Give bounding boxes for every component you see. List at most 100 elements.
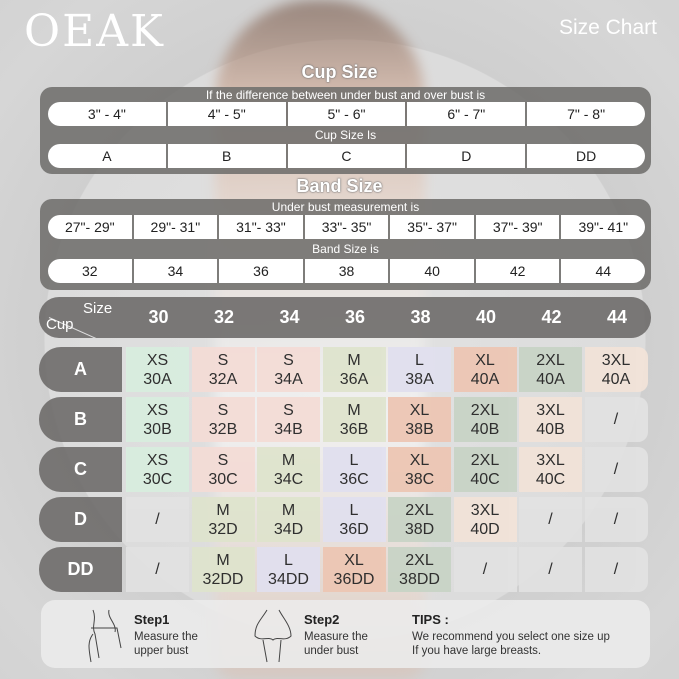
- size-label: 3XL: [601, 351, 631, 369]
- size-cell: L 36C: [322, 447, 386, 492]
- band-range-cell: 33"- 35": [304, 215, 389, 239]
- band-range-cell: 35"- 37": [390, 215, 474, 239]
- size-label: 2XL: [405, 501, 434, 519]
- size-cell: /: [519, 497, 582, 542]
- size-label: /: [548, 511, 553, 528]
- size-cell: /: [453, 547, 517, 592]
- bra-size-code: 40B: [470, 420, 500, 438]
- cup-letter-cell: D: [407, 144, 526, 168]
- bra-size-code: 40A: [601, 370, 631, 388]
- bra-size-code: 40D: [470, 520, 500, 538]
- size-cell: /: [584, 397, 648, 442]
- size-cell: /: [584, 497, 648, 542]
- band-column-header: 40: [475, 307, 497, 327]
- band-number-cell: 32: [48, 259, 132, 283]
- size-label: S: [217, 451, 229, 469]
- size-label: /: [613, 411, 619, 428]
- size-cell: 3XL 40C: [519, 447, 582, 492]
- bra-size-code: 36B: [339, 420, 369, 438]
- band-size-is-caption: Band Size is: [312, 242, 379, 256]
- cup-row-label: D: [39, 497, 122, 542]
- size-cell: XL 38C: [388, 447, 451, 492]
- size-label: M: [347, 401, 361, 419]
- bra-size-code: 36D: [339, 520, 369, 538]
- bra-size-code: 34A: [274, 370, 303, 388]
- cup-row-label: C: [39, 447, 122, 492]
- band-range-cell: 37"- 39": [475, 215, 560, 239]
- band-column-header: 32: [213, 307, 235, 327]
- size-table-header: Size Cup 30 32 34 36 38 40 42 44: [39, 297, 651, 349]
- corner-size-label: Size: [83, 300, 113, 317]
- size-label: /: [613, 561, 619, 578]
- size-label: XL: [475, 351, 495, 369]
- size-label: /: [482, 561, 488, 578]
- bra-size-code: 32DD: [202, 570, 244, 588]
- band-caption: Under bust measurement is: [271, 200, 420, 214]
- size-cell: XL 36DD: [322, 547, 386, 592]
- cup-caption: If the difference between under bust and…: [205, 88, 486, 102]
- band-size-panel: Under bust measurement is 27"- 29" 29"- 3…: [40, 199, 651, 290]
- size-label: M: [216, 501, 230, 519]
- size-cell: 2XL 40B: [453, 397, 517, 442]
- cup-range-cell: 7" - 8": [527, 102, 645, 126]
- cup-letter-cell: A: [48, 144, 166, 168]
- size-label: 2XL: [470, 451, 500, 469]
- cup-letter-cell: B: [167, 144, 286, 168]
- bra-size-code: 40A: [536, 370, 565, 388]
- size-label: M: [216, 551, 230, 569]
- corner-header: Size Cup: [39, 297, 125, 349]
- size-label: XL: [409, 401, 430, 419]
- size-cell: 2XL 38D: [388, 497, 451, 542]
- cup-range-cell: 3" - 4": [48, 102, 166, 126]
- step2-desc: Measure the under bust: [304, 630, 368, 658]
- size-cell: /: [519, 547, 582, 592]
- size-cell: M 36B: [322, 397, 386, 442]
- size-cell: S 34A: [257, 347, 320, 392]
- under-bust-figure-icon: [254, 609, 292, 663]
- bra-size-code: 38C: [404, 470, 435, 488]
- step2-title: Step2: [304, 612, 340, 627]
- bra-size-code: 34D: [273, 520, 304, 538]
- cup-range-cell: 5" - 6": [287, 102, 406, 126]
- band-range-row: 27"- 29" 29"- 31" 31"- 33" 33"- 35" 35"- 37"…: [48, 215, 646, 239]
- bra-size-code: 30B: [143, 420, 172, 438]
- corner-cup-label: Cup: [46, 316, 74, 333]
- size-label: L: [284, 551, 293, 569]
- size-cell: 2XL 40A: [519, 347, 582, 392]
- size-cell: M 32DD: [191, 547, 255, 592]
- band-range-cell: 27"- 29": [48, 215, 132, 239]
- step1-desc: Measure the upper bust: [134, 630, 198, 658]
- band-number-cell: 36: [219, 259, 303, 283]
- bra-size-code: 34B: [274, 420, 303, 438]
- bra-size-code: 34C: [273, 470, 304, 488]
- size-label: XS: [146, 451, 169, 469]
- size-cell: XS 30C: [126, 447, 189, 492]
- size-label: XL: [409, 451, 430, 469]
- cup-letter-cell: DD: [527, 144, 645, 168]
- size-cell: /: [126, 497, 189, 542]
- size-cell: XS 30A: [126, 347, 189, 392]
- size-cell: L 34DD: [257, 547, 320, 592]
- step1-desc-line1: Measure the: [134, 631, 198, 643]
- size-label: XS: [146, 351, 169, 369]
- band-number-cell: 34: [133, 259, 218, 283]
- band-size-title: Band Size: [296, 176, 383, 196]
- size-cell: S 30C: [191, 447, 255, 492]
- band-column-header: 44: [606, 307, 628, 327]
- bra-size-code: 38DD: [399, 570, 440, 588]
- bra-size-code: 32B: [208, 420, 238, 438]
- size-label: 2XL: [470, 401, 500, 419]
- size-label: 3XL: [536, 451, 565, 469]
- bra-size-code: 36A: [339, 370, 369, 388]
- size-cell: 3XL 40B: [519, 397, 582, 442]
- bra-size-code: 38D: [404, 520, 435, 538]
- cup-row-label: A: [39, 347, 122, 392]
- step1-desc-line2: upper bust: [134, 645, 189, 657]
- size-label: /: [613, 511, 619, 528]
- bra-size-code: 32A: [208, 370, 238, 388]
- band-number-cell: 42: [475, 259, 560, 283]
- size-cell: 2XL 38DD: [388, 547, 451, 592]
- size-cell: 2XL 40C: [453, 447, 517, 492]
- size-label: S: [283, 351, 294, 369]
- bra-size-code: 34DD: [268, 570, 309, 588]
